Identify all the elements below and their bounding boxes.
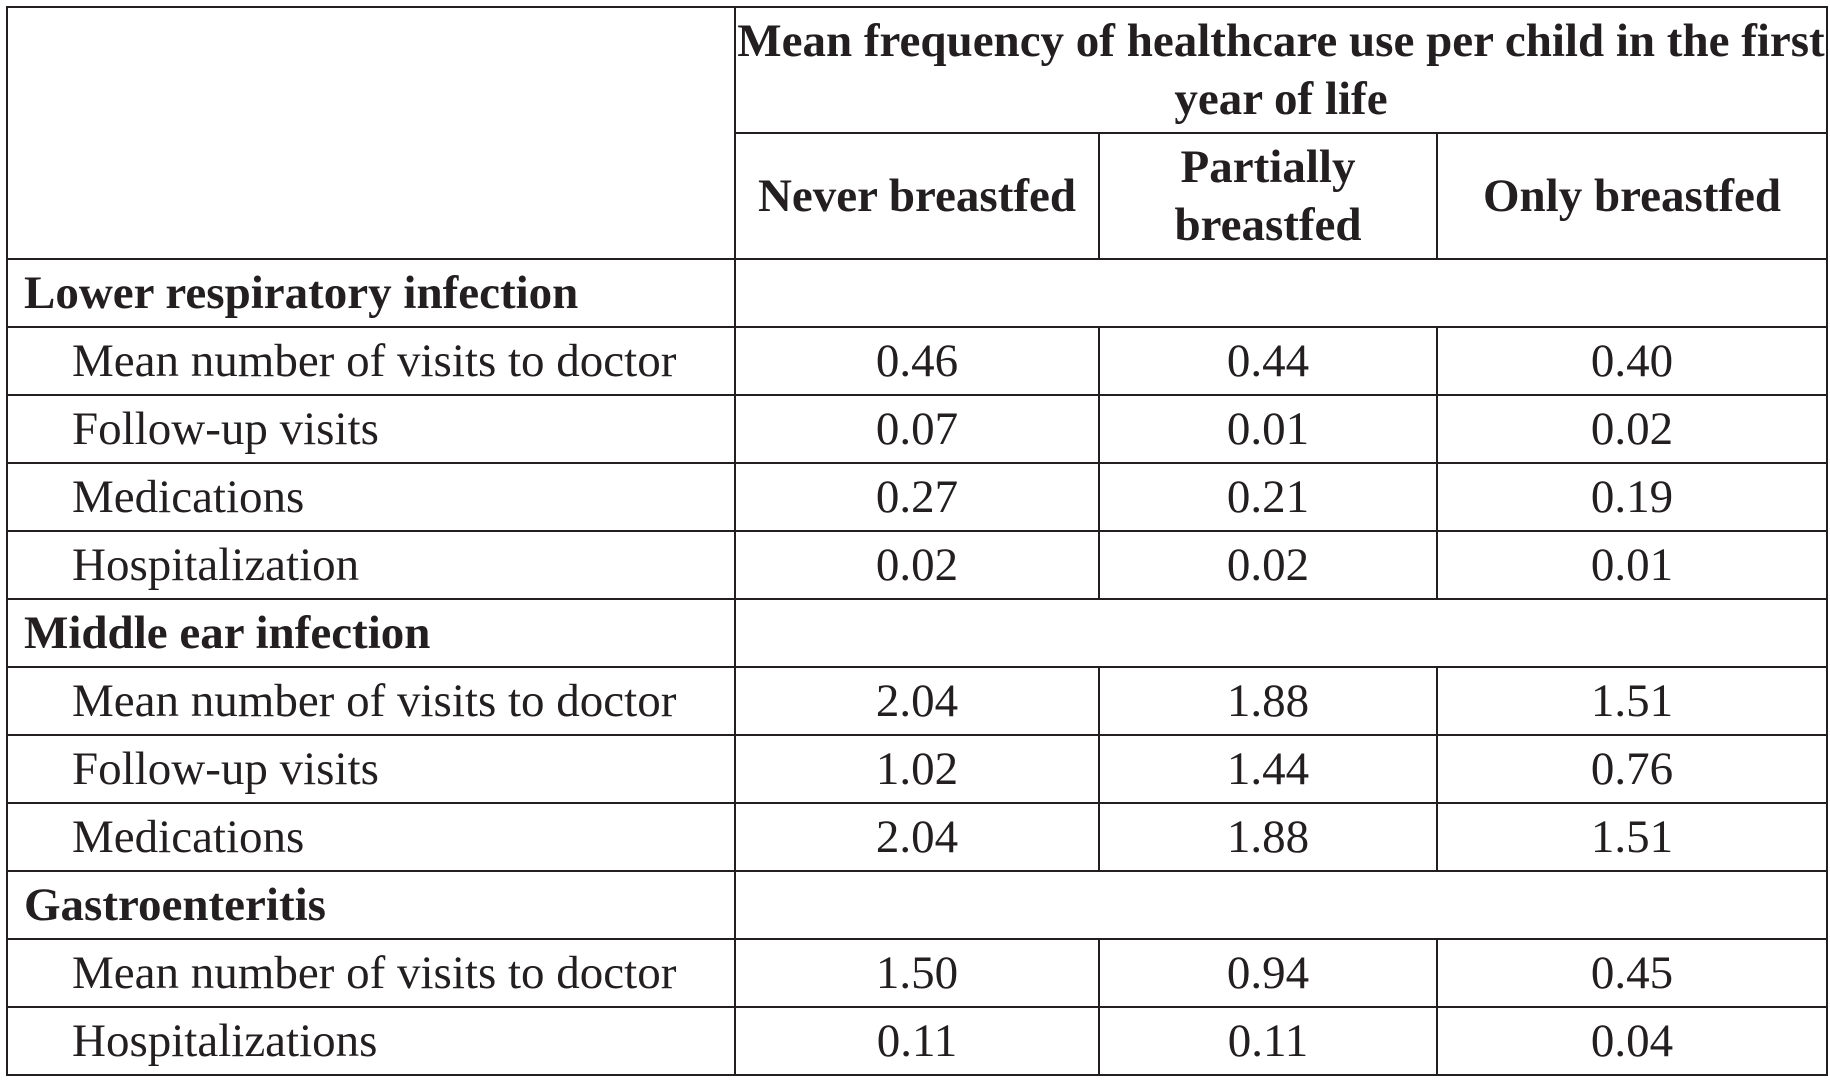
table-row: Mean number of visits to doctor 1.50 0.94 0… [6,938,1828,1008]
value-cell: 1.88 [1098,802,1438,872]
group-row: Middle ear infection [6,598,1828,668]
table-row: Hospitalization 0.02 0.02 0.01 [6,530,1828,600]
table-row: Follow-up visits 1.02 1.44 0.76 [6,734,1828,804]
value-cell: 0.21 [1098,462,1438,532]
column-header-partially-breastfed: Partially breastfed [1098,132,1438,260]
column-header-never-breastfed: Never breastfed [734,132,1100,260]
row-label: Follow-up visits [6,734,736,804]
group-label: Gastroenteritis [6,870,736,940]
row-label: Mean number of visits to doctor [6,666,736,736]
table-row: Follow-up visits 0.07 0.01 0.02 [6,394,1828,464]
value-cell: 0.01 [1436,530,1828,600]
value-cell: 0.02 [734,530,1100,600]
value-cell: 0.02 [1098,530,1438,600]
value-cell: 1.50 [734,938,1100,1008]
group-row: Lower respiratory infection [6,258,1828,328]
header-corner-cell [6,6,736,260]
value-cell: 1.02 [734,734,1100,804]
group-empty-cell [734,870,1828,940]
row-label: Medications [6,462,736,532]
value-cell: 0.45 [1436,938,1828,1008]
value-cell: 0.04 [1436,1006,1828,1076]
value-cell: 0.76 [1436,734,1828,804]
group-empty-cell [734,258,1828,328]
table-row: Medications 0.27 0.21 0.19 [6,462,1828,532]
row-label: Follow-up visits [6,394,736,464]
row-label: Hospitalization [6,530,736,600]
value-cell: 1.88 [1098,666,1438,736]
table-row: Mean number of visits to doctor 2.04 1.88 1… [6,666,1828,736]
table-row: Mean number of visits to doctor 0.46 0.44 0… [6,326,1828,396]
group-empty-cell [734,598,1828,668]
value-cell: 1.51 [1436,666,1828,736]
group-label: Middle ear infection [6,598,736,668]
value-cell: 0.44 [1098,326,1438,396]
group-label: Lower respiratory infection [6,258,736,328]
value-cell: 2.04 [734,802,1100,872]
value-cell: 0.19 [1436,462,1828,532]
value-cell: 1.51 [1436,802,1828,872]
healthcare-use-table: Mean frequency of healthcare use per chi… [6,6,1828,1076]
value-cell: 0.11 [1098,1006,1438,1076]
group-row: Gastroenteritis [6,870,1828,940]
row-label: Medications [6,802,736,872]
value-cell: 0.07 [734,394,1100,464]
value-cell: 0.11 [734,1006,1100,1076]
value-cell: 2.04 [734,666,1100,736]
value-cell: 0.46 [734,326,1100,396]
value-cell: 1.44 [1098,734,1438,804]
value-cell: 0.02 [1436,394,1828,464]
row-label: Hospitalizations [6,1006,736,1076]
column-header-only-breastfed: Only breastfed [1436,132,1828,260]
table-row: Hospitalizations 0.11 0.11 0.04 [6,1006,1828,1076]
header-span-title: Mean frequency of healthcare use per chi… [734,6,1828,134]
table-body: Lower respiratory infection Mean number o… [6,258,1828,1076]
row-label: Mean number of visits to doctor [6,326,736,396]
value-cell: 0.01 [1098,394,1438,464]
value-cell: 0.27 [734,462,1100,532]
row-label: Mean number of visits to doctor [6,938,736,1008]
table-row: Medications 2.04 1.88 1.51 [6,802,1828,872]
value-cell: 0.94 [1098,938,1438,1008]
value-cell: 0.40 [1436,326,1828,396]
